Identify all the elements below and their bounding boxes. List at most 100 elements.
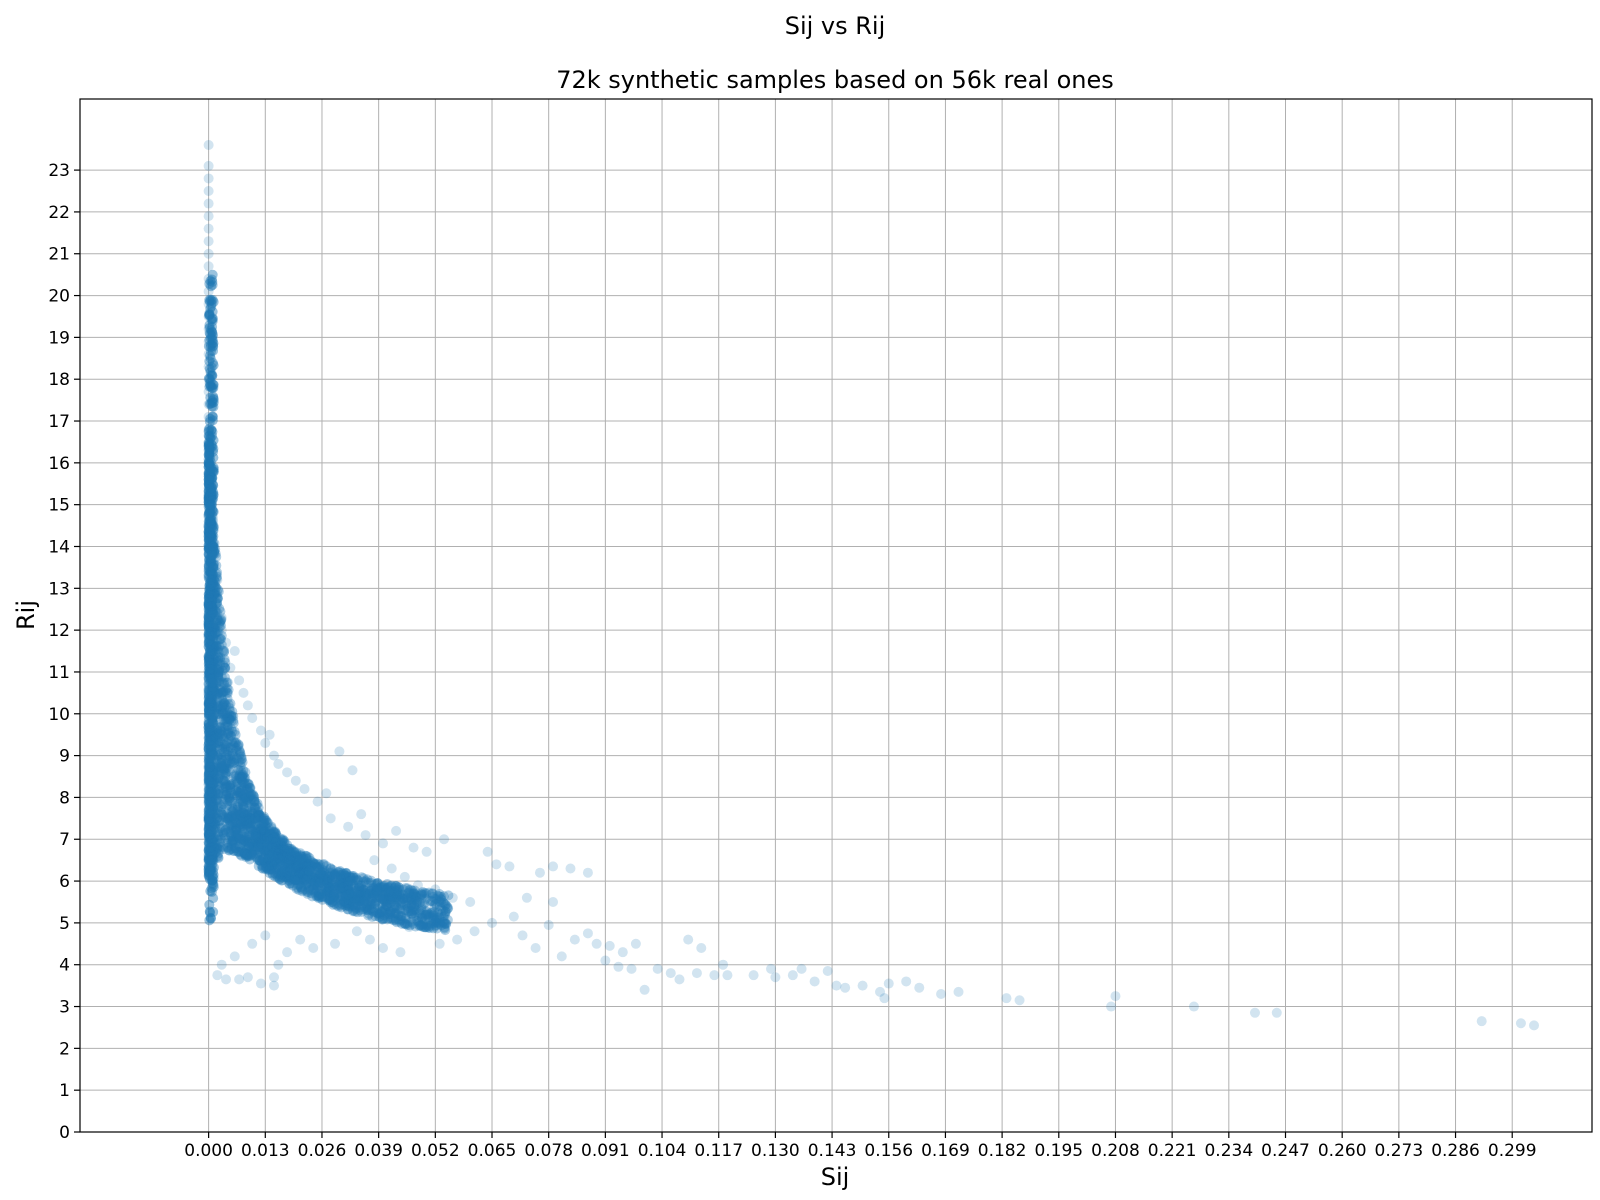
- density-point: [213, 737, 224, 748]
- scatter-point: [883, 978, 894, 989]
- scatter-point: [534, 867, 545, 878]
- density-point: [230, 738, 241, 749]
- density-point: [361, 890, 372, 901]
- density-point: [203, 461, 214, 472]
- density-point: [205, 846, 216, 857]
- density-point: [204, 437, 215, 448]
- density-point: [262, 854, 273, 865]
- density-point: [239, 847, 250, 858]
- density-point: [427, 896, 438, 907]
- density-point: [203, 774, 214, 785]
- scatter-point: [207, 537, 218, 548]
- density-point: [203, 667, 214, 678]
- density-point: [203, 430, 214, 441]
- density-point: [254, 855, 265, 866]
- density-point: [205, 380, 216, 391]
- density-point: [294, 867, 305, 878]
- density-point: [214, 744, 225, 755]
- density-point: [203, 635, 214, 646]
- density-point: [242, 843, 253, 854]
- density-point: [270, 836, 281, 847]
- density-point: [206, 492, 217, 503]
- density-point: [238, 834, 249, 845]
- density-point: [214, 741, 225, 752]
- density-point: [356, 895, 367, 906]
- density-point: [215, 757, 226, 768]
- density-point: [233, 846, 244, 857]
- density-point: [240, 793, 251, 804]
- y-tick-label: 10: [48, 705, 70, 725]
- density-point: [246, 844, 257, 855]
- density-point: [318, 866, 329, 877]
- density-point: [205, 607, 216, 618]
- density-point: [232, 741, 243, 752]
- density-point: [205, 471, 216, 482]
- density-point: [256, 828, 267, 839]
- density-point: [367, 896, 378, 907]
- density-point: [262, 832, 273, 843]
- density-point: [239, 810, 250, 821]
- density-point: [390, 915, 401, 926]
- density-point: [383, 890, 394, 901]
- density-point: [251, 800, 262, 811]
- density-point: [207, 875, 218, 886]
- density-point: [298, 859, 309, 870]
- density-point: [362, 874, 373, 885]
- density-point: [203, 704, 214, 715]
- scatter-point: [582, 867, 593, 878]
- density-point: [263, 829, 274, 840]
- scatter-point: [347, 765, 358, 776]
- density-point: [208, 641, 219, 652]
- density-point: [227, 810, 238, 821]
- density-point: [211, 617, 222, 628]
- density-point: [222, 677, 233, 688]
- density-point: [235, 839, 246, 850]
- density-point: [207, 732, 218, 743]
- density-point: [242, 793, 253, 804]
- density-point: [223, 811, 234, 822]
- density-point: [206, 813, 217, 824]
- density-point: [216, 620, 227, 631]
- density-point: [204, 727, 215, 738]
- density-point: [205, 778, 216, 789]
- ticks-layer: 0.000 0.013 0.026 0.039 0.052 0.065 0.078 0.091…: [48, 161, 1536, 1161]
- density-point: [310, 858, 321, 869]
- density-point: [203, 698, 214, 709]
- density-point: [228, 835, 239, 846]
- density-point: [245, 818, 256, 829]
- density-point: [203, 569, 214, 580]
- density-point: [205, 698, 216, 709]
- density-point: [203, 856, 214, 867]
- density-point: [264, 856, 275, 867]
- density-point: [203, 543, 214, 554]
- density-point: [209, 548, 220, 559]
- density-point: [214, 675, 225, 686]
- density-point: [203, 756, 214, 767]
- density-point: [289, 869, 300, 880]
- scatter-point: [465, 896, 476, 907]
- density-point: [227, 726, 238, 737]
- density-point: [327, 873, 338, 884]
- density-point: [208, 738, 219, 749]
- density-point: [376, 887, 387, 898]
- density-point: [203, 662, 214, 673]
- density-point: [207, 569, 218, 580]
- density-point: [206, 539, 217, 550]
- density-point: [237, 796, 248, 807]
- density-point: [204, 668, 215, 679]
- density-point: [271, 830, 282, 841]
- density-point: [239, 814, 250, 825]
- density-point: [203, 431, 214, 442]
- density-point: [264, 868, 275, 879]
- density-point: [271, 847, 282, 858]
- density-point: [213, 688, 224, 699]
- density-point: [329, 895, 340, 906]
- density-point: [412, 915, 423, 926]
- density-point: [397, 896, 408, 907]
- density-point: [286, 856, 297, 867]
- y-tick-label: 11: [48, 663, 70, 683]
- density-point: [207, 533, 218, 544]
- density-point: [214, 823, 225, 834]
- density-point: [341, 888, 352, 899]
- density-point: [262, 854, 273, 865]
